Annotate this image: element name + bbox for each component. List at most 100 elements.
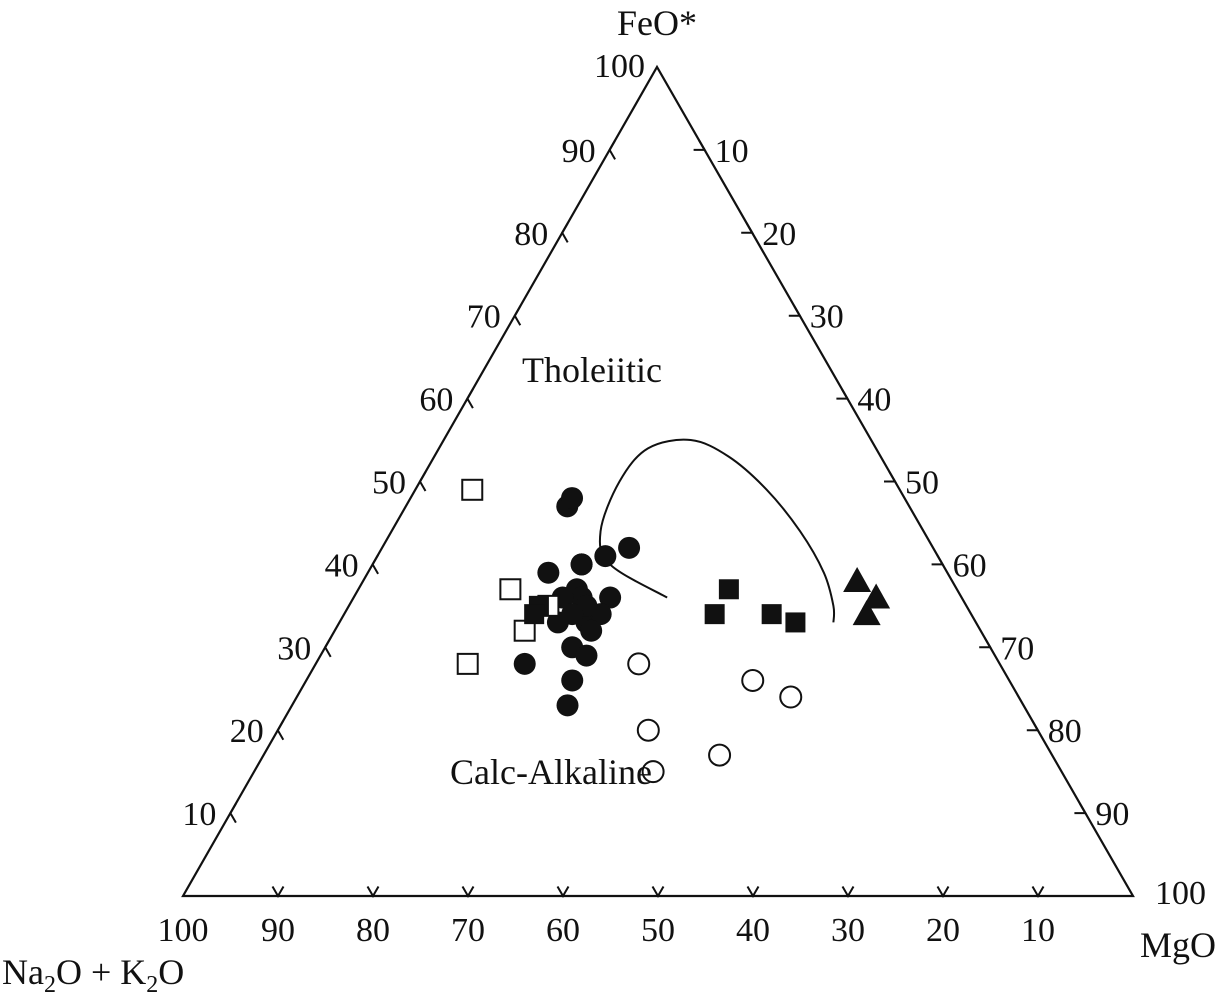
tick-bottom-70 <box>461 885 475 899</box>
tick-label-right-70: 70 <box>1000 630 1034 667</box>
tick-left-40 <box>371 554 379 575</box>
tick-label-bottom-10: 10 <box>1021 912 1055 949</box>
filled-square-point-6 <box>524 604 545 625</box>
filled-circle-point-7 <box>570 553 593 576</box>
open-circle-point-5 <box>708 743 732 767</box>
filled-circle-point-24 <box>580 619 603 642</box>
tick-label-bottom-70: 70 <box>451 912 485 949</box>
tick-right-90 <box>1074 803 1088 815</box>
tick-label-bottom-90: 90 <box>261 912 295 949</box>
tick-labels: 10 20 30 40 50 60 70 80 90 100 10 20 30 40 50 60 70 80 90 1… <box>158 48 1207 949</box>
tick-label-bottom-60: 60 <box>546 912 580 949</box>
tick-label-bottom-100: 100 <box>158 912 209 949</box>
tick-label-right-20: 20 <box>762 216 796 253</box>
filled-circle-point-6 <box>599 586 622 609</box>
open-circle-point-6 <box>641 760 665 784</box>
tick-label-left-30: 30 <box>277 630 311 667</box>
tick-label-right-80: 80 <box>1048 713 1082 750</box>
tick-right-60 <box>931 554 945 566</box>
axis-title-feo: FeO* <box>617 3 697 43</box>
tick-bottom-10 <box>1031 885 1045 899</box>
open-circle-point-4 <box>636 718 660 742</box>
tick-label-left-50: 50 <box>372 465 406 502</box>
tick-left-70 <box>513 305 522 326</box>
filled-triangle-point-1 <box>862 583 891 609</box>
tick-label-right-40: 40 <box>857 382 891 419</box>
tick-label-left-80: 80 <box>514 216 548 253</box>
tick-bottom-40 <box>746 885 760 899</box>
tick-label-bottom-40: 40 <box>736 912 770 949</box>
open-circle-point-1 <box>627 652 651 676</box>
tick-label-bottom-50: 50 <box>641 912 675 949</box>
filled-square-point-3 <box>704 604 725 625</box>
tick-bottom-50 <box>651 885 665 899</box>
tick-bottom-90 <box>271 885 285 899</box>
tick-label-right-30: 30 <box>810 299 844 336</box>
tick-label-bottom-20: 20 <box>926 912 960 949</box>
tick-left-60 <box>466 388 474 409</box>
tick-label-left-40: 40 <box>325 547 359 584</box>
tick-label-right-90: 90 <box>1095 796 1129 833</box>
tholeiitic-calcalkaline-boundary <box>598 438 836 623</box>
alkali-na: Na <box>2 952 44 992</box>
filled-triangle-point-3 <box>843 566 872 592</box>
tick-bottom-80 <box>366 885 380 899</box>
filled-square-point-2 <box>761 604 782 625</box>
data-points <box>456 478 891 784</box>
tick-label-right-60: 60 <box>953 547 987 584</box>
alkali-sub2: 2 <box>146 972 158 998</box>
open-square-point-1 <box>461 478 484 501</box>
filled-circle-point-4 <box>618 536 641 559</box>
field-label-calc-alkaline: Calc-Alkaline <box>450 752 652 792</box>
filled-triangle-point-2 <box>852 600 881 626</box>
open-square-point-2 <box>456 652 479 675</box>
open-square-point-4 <box>499 578 522 601</box>
alkali-mid: O + K <box>56 952 146 992</box>
tick-label-right-50: 50 <box>905 465 939 502</box>
filled-circle-point-21 <box>575 644 598 667</box>
tick-label-bottom-80: 80 <box>356 912 390 949</box>
tick-right-80 <box>1026 720 1040 732</box>
tick-right-20 <box>741 222 754 234</box>
tick-right-50 <box>884 471 897 483</box>
filled-circle-point-22 <box>561 669 584 692</box>
tick-marks <box>229 139 1088 899</box>
filled-circle-point-2 <box>561 487 584 510</box>
tick-label-left-70: 70 <box>467 299 501 336</box>
filled-circle-point-18 <box>546 611 569 634</box>
tick-right-10 <box>693 139 707 151</box>
axis-title-mgo: MgO <box>1140 925 1216 965</box>
field-label-tholeiitic: Tholeiitic <box>522 350 662 390</box>
tick-label-left-10: 10 <box>182 796 216 833</box>
tick-bottom-30 <box>841 885 855 899</box>
filled-circle-point-3 <box>594 545 617 568</box>
filled-circle-point-19 <box>513 652 536 675</box>
tick-right-30 <box>788 305 802 317</box>
filled-circle-point-9 <box>537 561 560 584</box>
tick-label-left-100: 100 <box>594 48 645 85</box>
tick-label-left-90: 90 <box>562 133 596 170</box>
filled-square-point-1 <box>718 579 739 600</box>
open-circle-point-2 <box>741 668 765 692</box>
tick-label-right-100: 100 <box>1155 875 1206 912</box>
tick-label-left-60: 60 <box>419 382 453 419</box>
tick-label-left-20: 20 <box>230 713 264 750</box>
filled-circle-point-23 <box>556 694 579 717</box>
tick-bottom-60 <box>556 885 570 899</box>
tick-right-40 <box>836 388 850 400</box>
tick-left-50 <box>418 471 427 492</box>
tick-label-bottom-30: 30 <box>831 912 865 949</box>
tick-bottom-20 <box>936 885 950 899</box>
tick-left-80 <box>561 222 569 243</box>
alkali-sub1: 2 <box>44 972 56 998</box>
tick-label-right-10: 10 <box>715 133 749 170</box>
tick-right-70 <box>979 637 992 649</box>
open-circle-point-3 <box>779 685 803 709</box>
tick-left-90 <box>608 139 616 160</box>
tick-left-30 <box>324 637 332 658</box>
tick-left-10 <box>229 803 237 824</box>
axis-title-alkali: Na2O + K2O <box>2 952 184 998</box>
alkali-end: O <box>158 952 184 992</box>
filled-square-point-4 <box>785 612 806 633</box>
